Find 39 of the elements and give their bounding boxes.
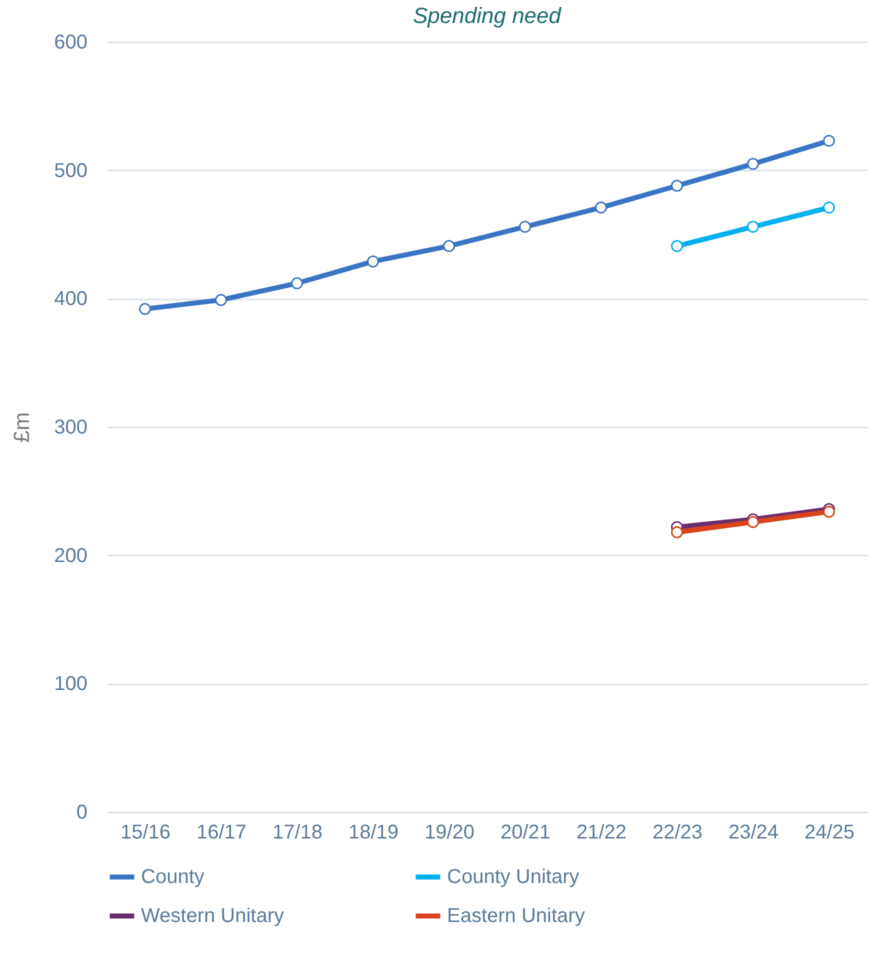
- point: [823, 506, 835, 518]
- x-tick-label: 23/24: [728, 822, 779, 844]
- y-tick-label: 0: [76, 802, 88, 824]
- legend-label: County: [141, 866, 204, 888]
- x-tick-label: 22/23: [652, 822, 703, 844]
- point: [367, 255, 379, 268]
- point: [595, 202, 607, 214]
- x-tick-label: 24/25: [804, 822, 855, 844]
- y-tick-label: 300: [54, 416, 88, 438]
- point: [443, 240, 455, 252]
- y-axis-title: £m: [9, 412, 34, 443]
- x-tick-label: 20/21: [500, 822, 551, 844]
- x-tick-label: 19/20: [424, 822, 475, 844]
- x-tick-label: 18/19: [348, 822, 399, 844]
- x-tick-label: 16/17: [196, 822, 247, 844]
- y-tick-label: 600: [54, 32, 88, 54]
- point: [747, 516, 759, 528]
- point: [747, 158, 759, 170]
- point: [519, 220, 531, 233]
- point: [671, 526, 683, 538]
- legend-label: Eastern Unitary: [447, 905, 585, 927]
- x-tick-label: 21/22: [576, 822, 627, 844]
- point: [291, 277, 303, 290]
- y-tick-label: 400: [54, 288, 88, 310]
- point: [823, 134, 835, 147]
- point: [823, 202, 835, 214]
- point: [215, 294, 227, 306]
- x-tick-label: 17/18: [272, 822, 323, 844]
- legend-label: County Unitary: [447, 866, 580, 888]
- chart-title: Spending need: [412, 3, 562, 28]
- y-tick-label: 100: [54, 673, 88, 696]
- y-tick-label: 200: [54, 544, 88, 567]
- x-tick-label: 15/16: [120, 822, 171, 844]
- point: [139, 302, 151, 315]
- point: [671, 240, 683, 252]
- point: [747, 220, 759, 233]
- y-tick-label: 500: [54, 160, 88, 182]
- legend-label: Western Unitary: [141, 905, 284, 927]
- point: [671, 180, 683, 192]
